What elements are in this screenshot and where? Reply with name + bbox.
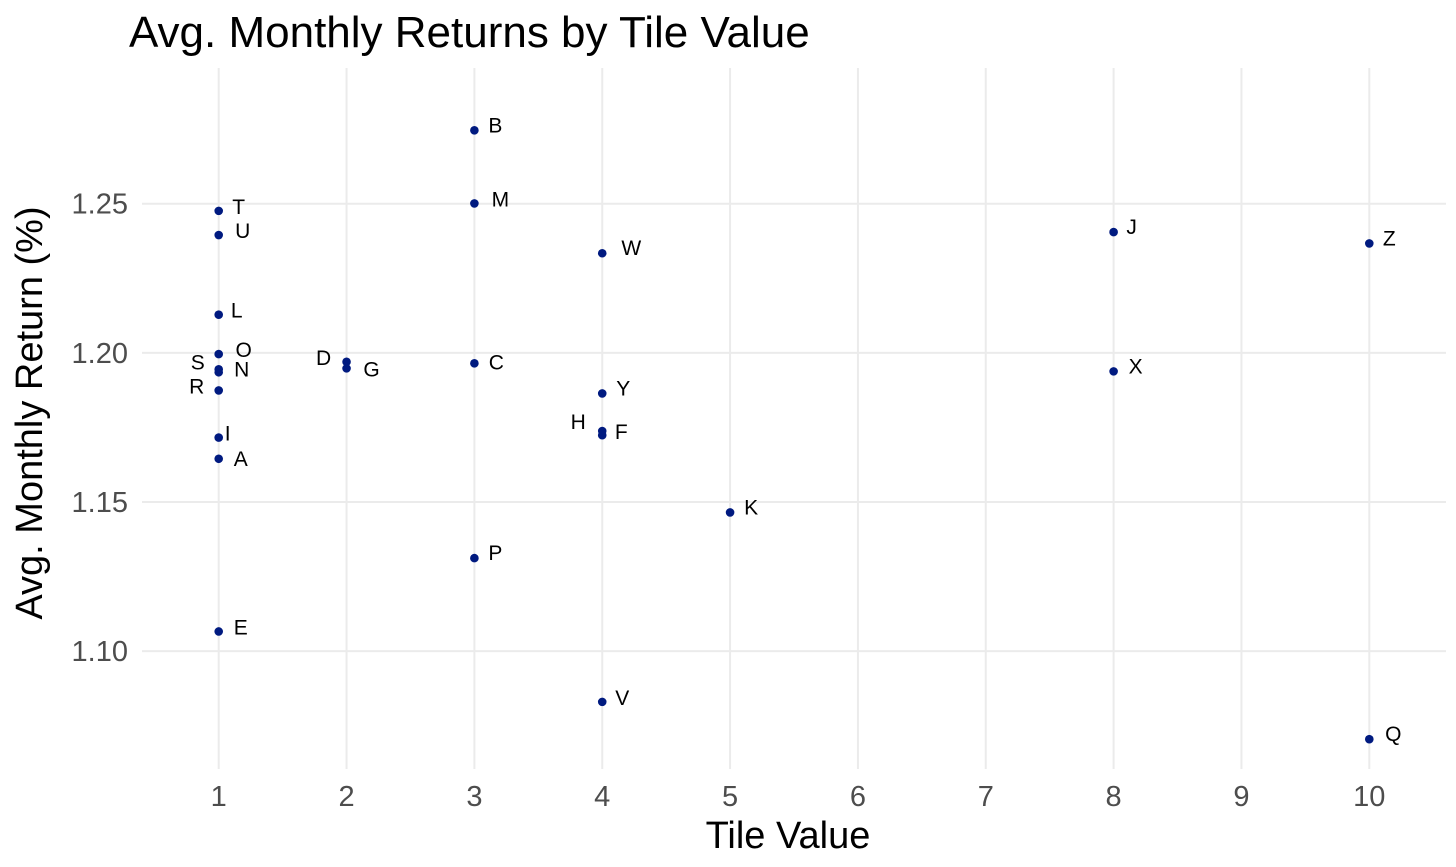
point-label: C xyxy=(489,351,504,374)
y-axis-title: Avg. Monthly Return (%) xyxy=(9,206,51,619)
point-label: Y xyxy=(616,377,630,400)
point-label: R xyxy=(189,375,204,398)
x-tick-label: 5 xyxy=(722,781,738,813)
data-point xyxy=(597,426,607,436)
x-tick-label: 8 xyxy=(1106,781,1122,813)
point-label: V xyxy=(615,687,629,710)
y-tick-labels: 1.10 1.15 1.20 1.25 xyxy=(72,189,128,668)
point-label: K xyxy=(744,496,758,519)
point-label: T xyxy=(232,196,245,219)
data-point xyxy=(214,627,224,636)
data-point xyxy=(1109,367,1118,376)
data-points xyxy=(214,126,1374,744)
point-label: O xyxy=(236,339,252,362)
point-label: E xyxy=(234,616,248,639)
y-tick-label: 1.10 xyxy=(72,636,128,668)
point-label: B xyxy=(488,114,502,137)
data-point xyxy=(1364,734,1374,744)
data-point xyxy=(214,454,224,464)
data-point xyxy=(214,310,224,319)
point-label: I xyxy=(225,423,231,446)
x-tick-label: 9 xyxy=(1233,781,1249,813)
point-label: D xyxy=(316,347,331,370)
point-label: F xyxy=(615,421,628,444)
point-label: U xyxy=(235,220,250,243)
data-point xyxy=(1109,227,1118,237)
x-tick-label: 7 xyxy=(978,781,994,813)
data-point xyxy=(342,357,351,367)
point-label: N xyxy=(234,358,249,381)
y-tick-label: 1.15 xyxy=(72,487,128,519)
data-point xyxy=(597,248,607,258)
data-point xyxy=(342,364,351,373)
data-point xyxy=(470,199,479,208)
data-point xyxy=(1364,239,1374,248)
data-point xyxy=(725,508,735,517)
chart-title: Avg. Monthly Returns by Tile Value xyxy=(129,8,810,57)
data-point xyxy=(597,389,607,398)
y-tick-label: 1.25 xyxy=(72,189,128,221)
point-label: P xyxy=(488,542,502,565)
data-point xyxy=(470,126,479,135)
data-point xyxy=(470,359,479,368)
point-label: L xyxy=(231,300,243,323)
point-label: A xyxy=(234,448,248,471)
point-label: X xyxy=(1129,355,1143,378)
x-tick-label: 6 xyxy=(850,781,866,813)
data-point xyxy=(214,433,224,442)
point-label: W xyxy=(621,237,641,260)
x-gridlines xyxy=(217,68,1371,769)
x-axis-title: Tile Value xyxy=(706,815,871,857)
point-label: H xyxy=(571,411,586,434)
x-tick-label: 2 xyxy=(338,781,354,813)
point-label: Z xyxy=(1383,227,1396,250)
data-point xyxy=(470,553,479,563)
point-label: Q xyxy=(1385,723,1401,746)
y-tick-label: 1.20 xyxy=(72,338,128,370)
x-tick-label: 1 xyxy=(211,781,227,813)
y-gridlines xyxy=(142,202,1446,653)
point-label: G xyxy=(363,358,379,381)
x-tick-label: 4 xyxy=(594,781,610,813)
x-tick-label: 3 xyxy=(466,781,482,813)
x-tick-labels: 1 2 3 4 5 6 7 8 9 10 xyxy=(211,781,1386,813)
point-labels: A E I L NO RS TU D G B C M P F H V W Y K J X Q Z xyxy=(189,114,1401,746)
x-tick-label: 10 xyxy=(1353,781,1385,813)
data-point xyxy=(214,349,224,359)
data-point xyxy=(214,206,224,216)
data-point xyxy=(597,697,607,707)
point-label: J xyxy=(1126,216,1137,239)
data-point xyxy=(214,364,224,374)
point-label: S xyxy=(191,351,205,374)
data-point xyxy=(214,386,224,395)
data-point xyxy=(214,230,224,240)
point-label: M xyxy=(492,188,510,211)
